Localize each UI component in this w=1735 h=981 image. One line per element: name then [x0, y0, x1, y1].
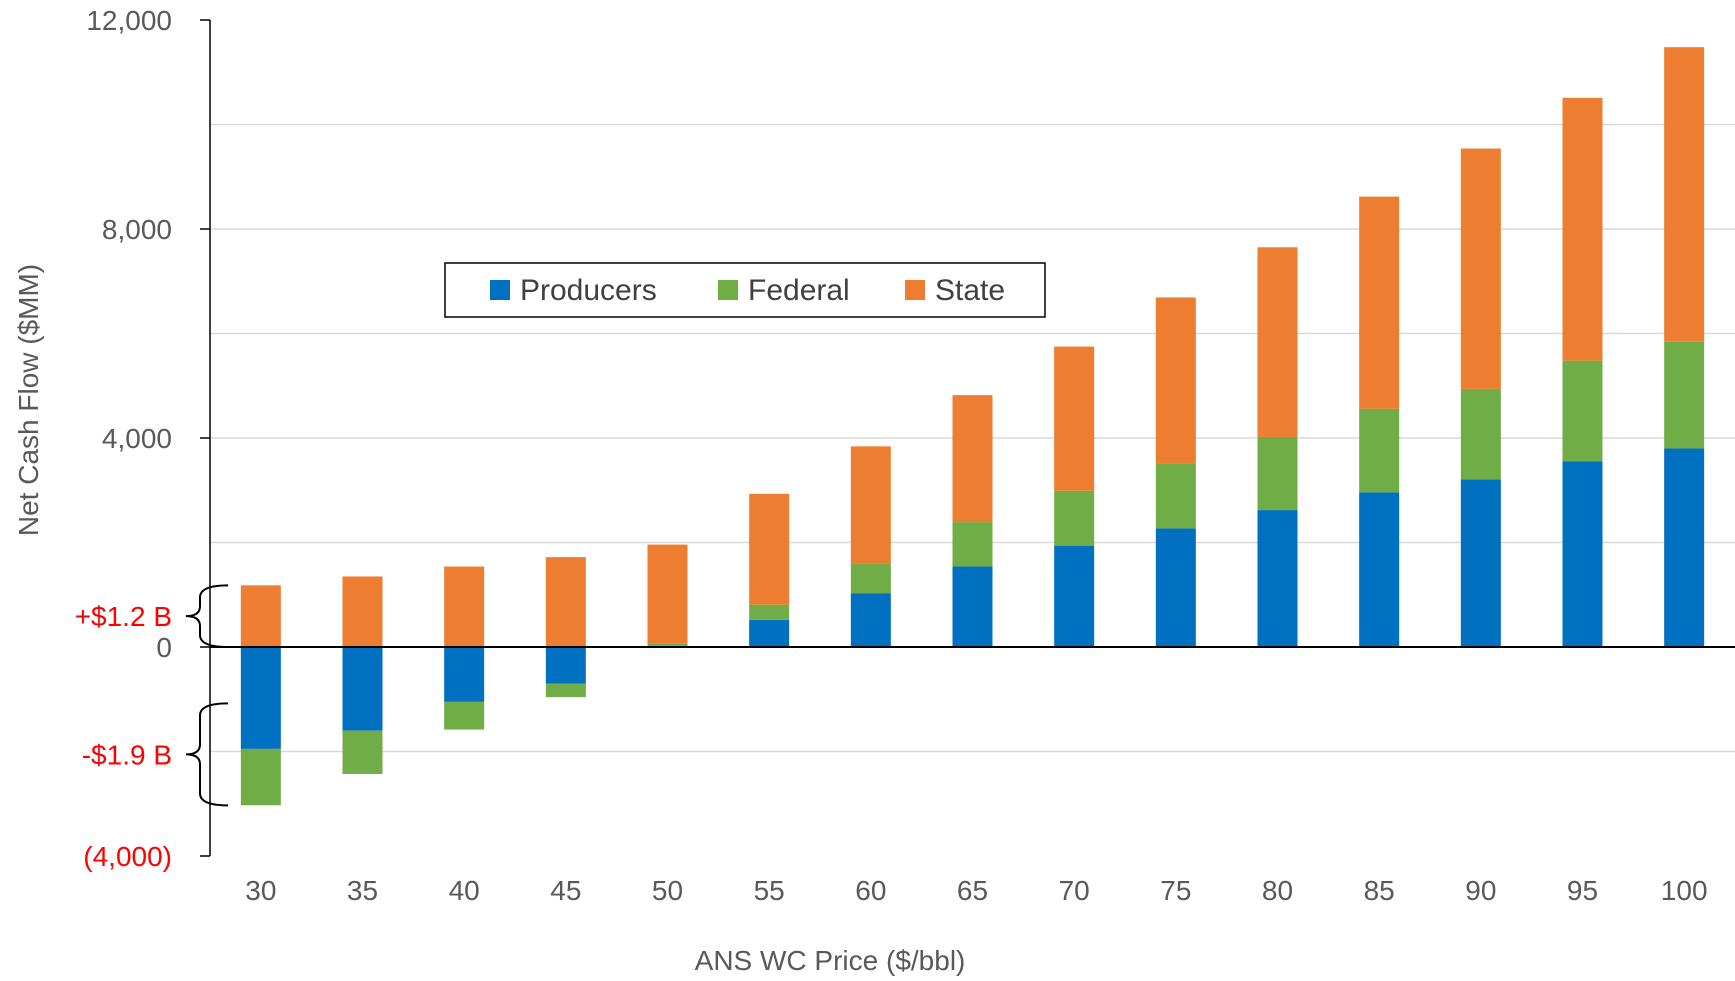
bar-producers-55 [749, 619, 790, 647]
bar-state-45 [545, 557, 586, 647]
bar-producers-90 [1460, 479, 1501, 647]
bar-producers-40 [444, 647, 485, 702]
x-tick-label: 100 [1661, 875, 1708, 906]
bar-federal-30 [240, 748, 281, 806]
legend-swatch-producers [490, 280, 510, 300]
y-tick-label: (4,000) [83, 841, 172, 872]
x-tick-label: 45 [550, 875, 581, 906]
bar-federal-85 [1359, 408, 1400, 493]
legend-label-state: State [935, 274, 1005, 307]
legend: Producers Federal State [444, 262, 1046, 318]
legend-swatch-federal [718, 280, 738, 300]
bar-state-60 [850, 446, 891, 564]
bar-federal-40 [444, 701, 485, 730]
y-tick-label: 8,000 [102, 214, 172, 245]
annotations: +$1.2 B -$1.9 B [75, 584, 229, 807]
x-tick-label: 70 [1059, 875, 1090, 906]
x-tick-label: 60 [855, 875, 886, 906]
bar-federal-80 [1257, 436, 1298, 511]
bar-state-95 [1562, 97, 1603, 361]
bar-state-85 [1359, 196, 1400, 409]
bar-state-40 [444, 566, 485, 647]
x-tick-label: 90 [1465, 875, 1496, 906]
bar-federal-35 [342, 730, 383, 774]
x-tick-label: 95 [1567, 875, 1598, 906]
bar-producers-60 [850, 593, 891, 647]
x-tick-label: 65 [957, 875, 988, 906]
bar-producers-35 [342, 647, 383, 731]
x-tick-label: 85 [1364, 875, 1395, 906]
x-axis-title: ANS WC Price ($/bbl) [695, 945, 966, 976]
annotation-label: -$1.9 B [82, 739, 172, 770]
bar-producers-85 [1359, 492, 1400, 647]
annotation-label: +$1.2 B [75, 601, 172, 632]
bar-federal-55 [749, 604, 790, 620]
annotation-brace [185, 702, 229, 807]
bar-federal-45 [545, 683, 586, 698]
bars [240, 47, 1705, 806]
bar-producers-100 [1664, 448, 1705, 647]
bar-producers-95 [1562, 461, 1603, 647]
legend-label-producers: Producers [520, 274, 657, 307]
annotation-brace [185, 584, 229, 648]
bar-state-65 [952, 395, 993, 523]
bar-federal-90 [1460, 388, 1501, 480]
bar-state-50 [647, 544, 688, 644]
bar-federal-65 [952, 522, 993, 567]
y-tick-label: 0 [156, 632, 172, 663]
legend-label-federal: Federal [748, 274, 850, 307]
bar-federal-60 [850, 563, 891, 594]
bar-producers-80 [1257, 510, 1298, 647]
x-tick-label: 75 [1160, 875, 1191, 906]
bar-federal-95 [1562, 360, 1603, 462]
bar-state-70 [1054, 346, 1095, 491]
y-axis-title: Net Cash Flow ($MM) [13, 264, 44, 536]
bar-producers-75 [1155, 528, 1196, 647]
bar-producers-70 [1054, 545, 1095, 647]
bar-state-75 [1155, 297, 1196, 464]
x-tick-label: 30 [245, 875, 276, 906]
x-tick-label: 55 [754, 875, 785, 906]
bar-producers-65 [952, 566, 993, 647]
bar-federal-50 [647, 643, 688, 646]
x-axis-ticks: 30 35 40 45 50 55 60 65 70 75 80 85 90 95 100 [245, 875, 1707, 906]
bar-federal-70 [1054, 490, 1095, 546]
x-tick-label: 35 [347, 875, 378, 906]
bar-producers-30 [240, 647, 281, 749]
bar-federal-100 [1664, 341, 1705, 449]
x-tick-label: 40 [449, 875, 480, 906]
bar-state-80 [1257, 247, 1298, 437]
x-tick-label: 80 [1262, 875, 1293, 906]
bar-state-90 [1460, 148, 1501, 389]
bar-state-55 [749, 493, 790, 605]
bar-state-100 [1664, 47, 1705, 342]
y-tick-label: 4,000 [102, 423, 172, 454]
bar-state-35 [342, 576, 383, 647]
bar-producers-45 [545, 647, 586, 684]
legend-swatch-state [905, 280, 925, 300]
bar-federal-75 [1155, 463, 1196, 529]
y-axis-ticks: 12,000 8,000 4,000 0 (4,000) [83, 5, 210, 872]
x-tick-label: 50 [652, 875, 683, 906]
y-tick-label: 12,000 [86, 5, 172, 36]
bar-state-30 [240, 585, 281, 647]
legend-frame [444, 262, 1046, 318]
